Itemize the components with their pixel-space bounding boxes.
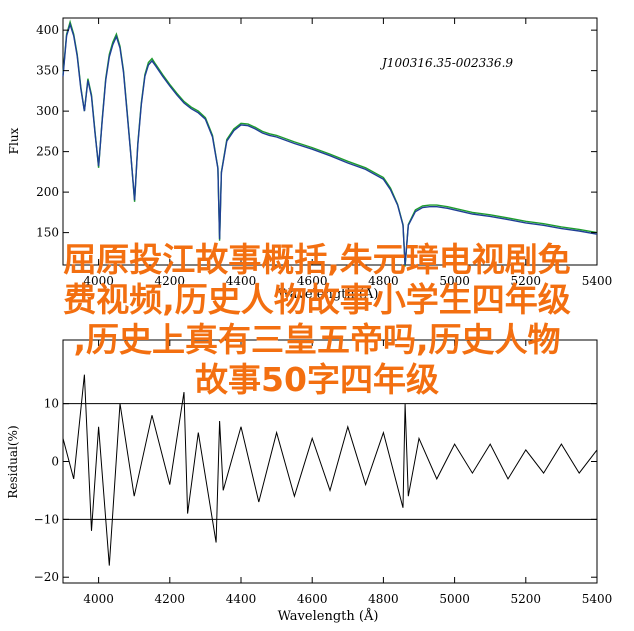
top-plot-xlabel: Wavelength (Å): [278, 286, 379, 302]
bottom-y-tick-label: 10: [44, 397, 59, 411]
bottom-y-tick-label: −20: [34, 570, 59, 584]
bottom-x-ticks: 4000 4200 4400 4600 4800 5000 5200 5400: [83, 340, 612, 606]
bottom-x-tick-label: 4000: [83, 592, 114, 606]
bottom-plot-frame: [62, 339, 598, 584]
bottom-plot-ylabel: Residual(%): [6, 425, 20, 498]
bottom-x-tick-label: 5000: [439, 592, 470, 606]
top-y-tick-label: 250: [36, 145, 59, 159]
top-y-tick-label: 200: [36, 185, 59, 199]
bottom-x-tick-label: 5400: [582, 592, 613, 606]
top-plot-series: [62, 19, 598, 267]
top-x-tick-label: 5000: [439, 274, 470, 288]
top-plot-ylabel: Flux: [7, 127, 21, 154]
bottom-x-tick-label: 4400: [226, 592, 257, 606]
top-x-tick-label: 4200: [155, 274, 186, 288]
top-x-tick-label: 5400: [582, 274, 613, 288]
top-y-tick-label: 400: [36, 23, 59, 37]
top-series-line-1: [62, 22, 598, 266]
top-x-tick-label: 4600: [297, 274, 328, 288]
top-x-tick-label: 4000: [83, 274, 114, 288]
top-plot-annotation: J100316.35-002336.9: [379, 56, 513, 70]
bottom-x-tick-label: 5200: [511, 592, 542, 606]
bottom-x-tick-label: 4800: [368, 592, 399, 606]
bottom-plot-xlabel: Wavelength (Å): [278, 608, 379, 624]
bottom-x-tick-label: 4600: [297, 592, 328, 606]
top-x-tick-label: 4400: [226, 274, 257, 288]
top-x-tick-label: 5200: [511, 274, 542, 288]
bottom-series-line-0: [62, 374, 598, 566]
top-series-line-0: [62, 19, 598, 267]
bottom-x-tick-label: 4200: [155, 592, 186, 606]
top-y-ticks: 150 200 250 300 350 400: [36, 23, 597, 240]
top-x-tick-label: 4800: [368, 274, 399, 288]
bottom-y-tick-label: 0: [51, 455, 59, 469]
top-y-tick-label: 350: [36, 64, 59, 78]
bottom-y-ticks: 10 0 −10 −20: [34, 397, 597, 584]
top-plot-frame: [62, 17, 598, 266]
bottom-y-tick-label: −10: [34, 512, 59, 526]
residual-reference-lines: [63, 403, 597, 520]
top-x-ticks: 4000 4200 4400 4600 4800 5000 5200 5400: [83, 18, 612, 288]
top-y-tick-label: 150: [36, 226, 59, 240]
top-y-tick-label: 300: [36, 104, 59, 118]
bottom-plot-series: [62, 374, 598, 566]
